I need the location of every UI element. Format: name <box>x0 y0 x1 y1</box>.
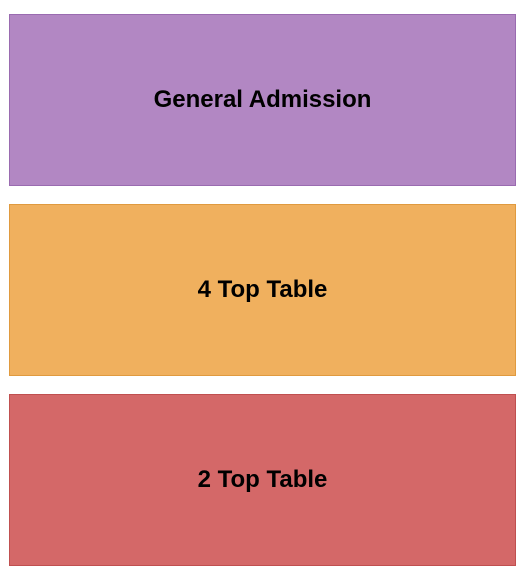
section-general-admission[interactable]: General Admission <box>9 14 516 186</box>
section-2-top-table[interactable]: 2 Top Table <box>9 394 516 566</box>
section-4-top-table[interactable]: 4 Top Table <box>9 204 516 376</box>
seating-chart-container: General Admission 4 Top Table 2 Top Tabl… <box>0 0 525 580</box>
section-label: General Admission <box>154 86 372 114</box>
section-label: 4 Top Table <box>198 276 328 304</box>
section-label: 2 Top Table <box>198 466 328 494</box>
